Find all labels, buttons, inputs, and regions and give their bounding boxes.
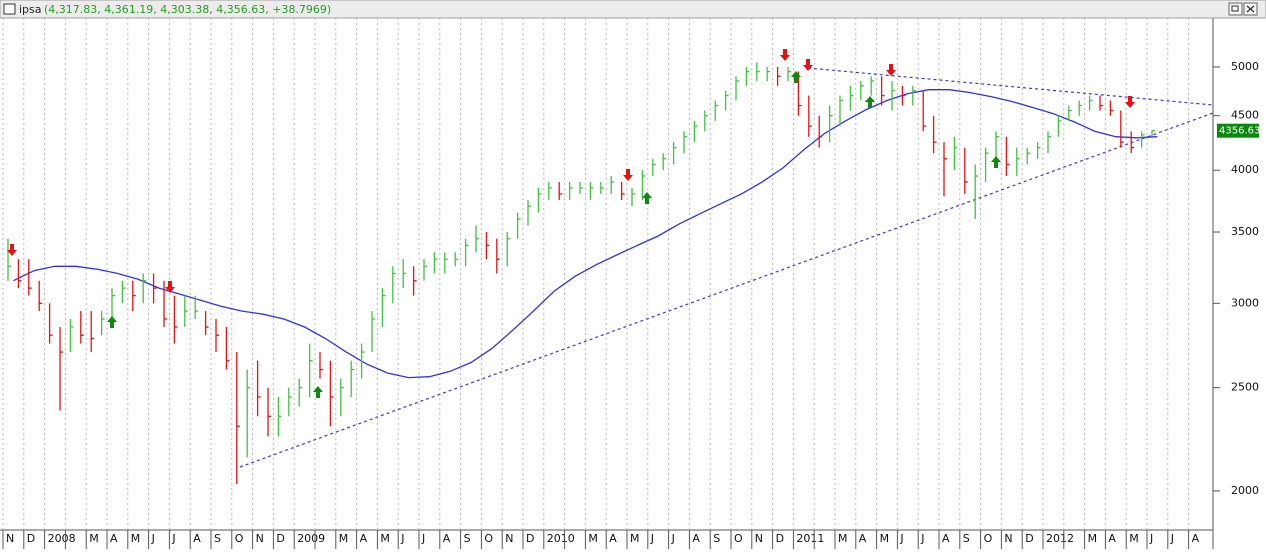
x-tick-label: 2010	[547, 532, 575, 545]
x-tick-label: S	[713, 532, 720, 545]
buy-signals	[107, 71, 1001, 398]
x-tick-label: N	[6, 532, 14, 545]
y-tick-label: 4500	[1231, 109, 1259, 122]
x-tick-label: J	[421, 532, 425, 545]
y-tick-label: 3000	[1231, 296, 1259, 309]
buy-arrow	[313, 386, 323, 398]
y-tick-label: 2500	[1231, 381, 1259, 394]
x-tick-label: N	[256, 532, 264, 545]
x-tick-label: O	[984, 532, 993, 545]
x-tick-label: A	[942, 532, 950, 545]
x-tick-label: D	[526, 532, 534, 545]
buy-arrow	[642, 192, 652, 204]
title-bar	[0, 0, 1266, 19]
trendline-lower	[239, 112, 1214, 468]
x-tick-label: A	[859, 532, 867, 545]
x-tick-label: D	[1025, 532, 1033, 545]
x-tick-label: D	[276, 532, 284, 545]
x-tick-label: M	[880, 532, 890, 545]
x-tick-label: M	[89, 532, 99, 545]
x-tick-label: M	[630, 532, 640, 545]
sell-signals	[7, 49, 1135, 293]
x-tick-label: O	[235, 532, 244, 545]
x-tick-label: S	[963, 532, 970, 545]
sell-arrow	[886, 64, 896, 76]
grid	[2, 18, 1190, 530]
sell-arrow	[7, 244, 17, 256]
x-tick-label: J	[151, 532, 155, 545]
x-tick-label: N	[505, 532, 513, 545]
x-tick-label: M	[838, 532, 848, 545]
moving-average	[13, 89, 1158, 379]
x-tick-label: M	[380, 532, 390, 545]
x-tick-label: J	[1149, 532, 1153, 545]
buy-arrow	[991, 156, 1001, 168]
x-tick-label: N	[1004, 532, 1012, 545]
x-tick-label: A	[360, 532, 368, 545]
buy-arrow	[107, 316, 117, 328]
last-price-box	[1217, 123, 1259, 138]
restore-button[interactable]	[1228, 2, 1243, 16]
x-tick-label: M	[1129, 532, 1139, 545]
x-tick-label: J	[899, 532, 903, 545]
ohlc-caption: (4,317.83, 4,361.19, 4,303.38, 4,356.63,…	[44, 3, 331, 16]
x-tick-label: J	[671, 532, 675, 545]
restore-icon	[1231, 5, 1239, 12]
x-tick-label: A	[193, 532, 201, 545]
x-tick-label: J	[400, 532, 404, 545]
x-tick-label: M	[1088, 532, 1098, 545]
close-icon	[1246, 5, 1255, 13]
x-tick-label: J	[920, 532, 924, 545]
x-tick-label: A	[443, 532, 451, 545]
x-tick-label: 2008	[48, 532, 76, 545]
x-tick-label: A	[110, 532, 118, 545]
x-tick-label: N	[755, 532, 763, 545]
x-tick-label: M	[339, 532, 349, 545]
x-tick-label: 2012	[1046, 532, 1074, 545]
sell-arrow	[780, 49, 790, 61]
sell-arrow	[165, 281, 175, 293]
bars	[7, 62, 1158, 485]
y-tick-label: 3500	[1231, 225, 1259, 238]
x-tick-label: O	[484, 532, 493, 545]
last-price-label: 4356.63	[1219, 126, 1260, 137]
window-buttons[interactable]	[1228, 2, 1258, 16]
x-tick-label: A	[1192, 532, 1200, 545]
chart-title: ipsa	[19, 3, 42, 16]
y-tick-label: 5000	[1231, 60, 1259, 73]
x-tick-label: J	[1170, 532, 1174, 545]
x-tick-label: 2009	[297, 532, 325, 545]
x-tick-label: 2011	[796, 532, 824, 545]
y-tick-label: 2000	[1231, 484, 1259, 497]
buy-arrow	[865, 96, 875, 108]
sell-arrow	[623, 169, 633, 181]
x-tick-label: J	[650, 532, 654, 545]
x-tick-label: J	[171, 532, 175, 545]
window-icon	[3, 3, 16, 15]
trendline-upper	[807, 67, 1214, 106]
x-tick-label: M	[588, 532, 598, 545]
buy-arrow	[791, 71, 801, 83]
y-tick-label: 4000	[1231, 163, 1259, 176]
x-tick-label: D	[27, 532, 35, 545]
x-tick-label: A	[1108, 532, 1116, 545]
x-tick-label: D	[776, 532, 784, 545]
x-tick-label: O	[734, 532, 743, 545]
x-tick-label: M	[131, 532, 141, 545]
x-tick-label: S	[214, 532, 221, 545]
sell-arrow	[803, 59, 813, 71]
x-tick-label: A	[692, 532, 700, 545]
sell-arrow	[1125, 96, 1135, 108]
x-tick-label: S	[464, 532, 471, 545]
x-tick-label: A	[609, 532, 617, 545]
